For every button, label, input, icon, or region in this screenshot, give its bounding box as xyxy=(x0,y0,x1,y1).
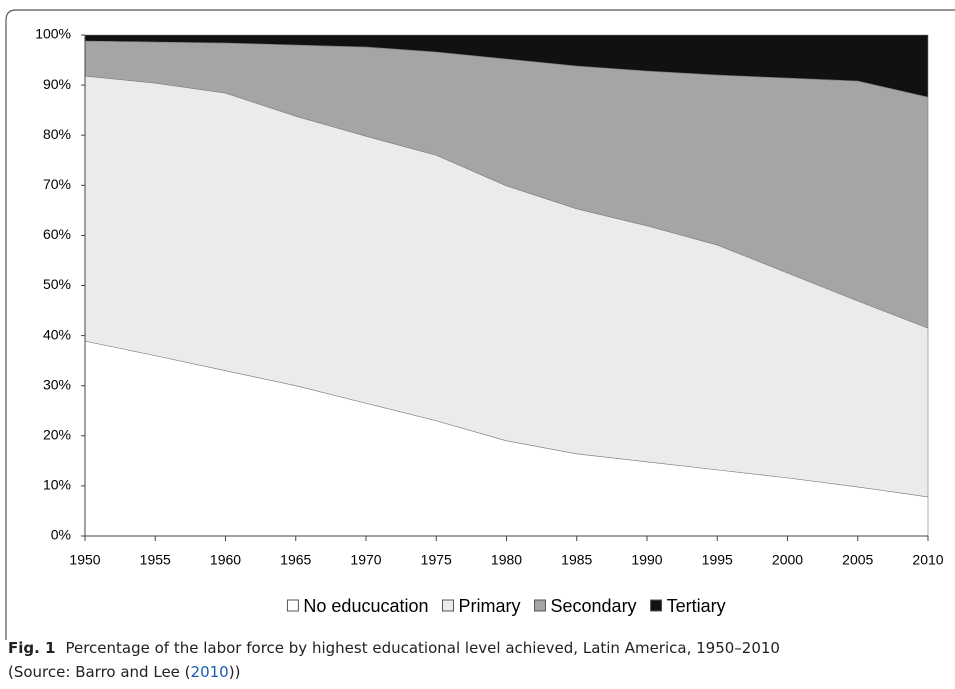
caption: Fig. 1 Percentage of the labor force by h… xyxy=(8,639,780,657)
x-tick-label: 1995 xyxy=(702,552,733,568)
legend-swatch xyxy=(286,599,299,612)
y-tick-label: 80% xyxy=(43,126,71,142)
x-tick-label: 1985 xyxy=(561,552,592,568)
legend-swatch xyxy=(534,599,547,612)
y-tick-label: 50% xyxy=(43,276,71,292)
x-tick-label: 1960 xyxy=(210,552,241,568)
legend-label: No educucation xyxy=(303,596,428,616)
x-tick-label: 1965 xyxy=(280,552,311,568)
x-tick-label: 1950 xyxy=(69,552,100,568)
y-tick-label: 70% xyxy=(43,176,71,192)
y-tick-label: 60% xyxy=(43,226,71,242)
legend-swatch xyxy=(442,599,455,612)
x-tick-label: 1970 xyxy=(350,552,381,568)
caption-source: (Source: Barro and Lee (2010)) xyxy=(8,663,240,681)
source-prefix: (Source: Barro and Lee ( xyxy=(8,663,191,681)
caption-label: Fig. 1 xyxy=(8,639,55,657)
plot xyxy=(84,34,929,537)
x-tick-label: 1955 xyxy=(140,552,171,568)
caption-text: Percentage of the labor force by highest… xyxy=(65,639,780,657)
y-tick-label: 40% xyxy=(43,326,71,342)
frame xyxy=(5,9,955,640)
source-link[interactable]: 2010 xyxy=(191,663,229,681)
legend-label: Tertiary xyxy=(667,596,726,616)
x-tick-label: 1975 xyxy=(421,552,452,568)
y-tick-label: 90% xyxy=(43,76,71,92)
x-tick-label: 1980 xyxy=(491,552,522,568)
area xyxy=(84,34,929,98)
x-tick-label: 1990 xyxy=(631,552,662,568)
x-tick-label: 2010 xyxy=(912,552,943,568)
legend-label: Primary xyxy=(459,596,521,616)
y-tick-label: 100% xyxy=(35,26,71,42)
legend-swatch xyxy=(650,599,663,612)
source-suffix: )) xyxy=(229,663,241,681)
y-tick-label: 10% xyxy=(43,477,71,493)
legend-label: Secondary xyxy=(551,596,637,616)
y-tick-label: 20% xyxy=(43,427,71,443)
y-tick-label: 30% xyxy=(43,376,71,392)
y-tick-label: 0% xyxy=(51,527,71,543)
x-tick-label: 2000 xyxy=(772,552,803,568)
legend: No educucation Primary Secondary Tertiary xyxy=(286,596,726,616)
x-tick-label: 2005 xyxy=(842,552,873,568)
